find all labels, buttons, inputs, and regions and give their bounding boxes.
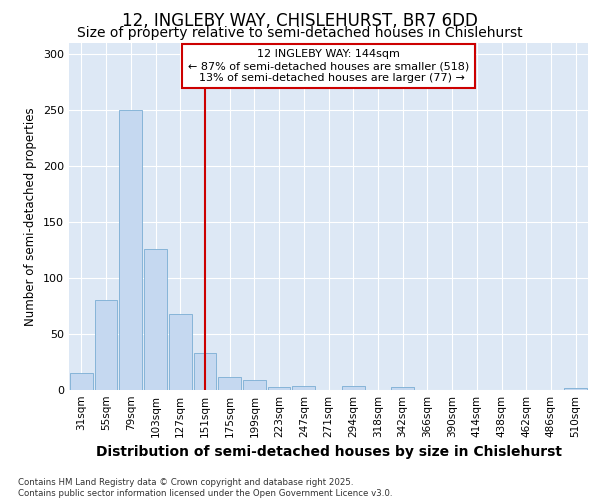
Bar bbox=[144, 249, 167, 390]
Bar bbox=[292, 386, 315, 390]
Bar bbox=[342, 386, 365, 390]
Bar bbox=[391, 386, 414, 390]
Text: 12, INGLEBY WAY, CHISLEHURST, BR7 6DD: 12, INGLEBY WAY, CHISLEHURST, BR7 6DD bbox=[122, 12, 478, 30]
Bar bbox=[169, 314, 191, 390]
Bar bbox=[268, 386, 290, 390]
Bar bbox=[218, 376, 241, 390]
Bar bbox=[564, 388, 587, 390]
Text: Size of property relative to semi-detached houses in Chislehurst: Size of property relative to semi-detach… bbox=[77, 26, 523, 40]
Bar bbox=[119, 110, 142, 390]
Bar bbox=[243, 380, 266, 390]
Bar bbox=[70, 373, 93, 390]
Text: 12 INGLEBY WAY: 144sqm
← 87% of semi-detached houses are smaller (518)
  13% of : 12 INGLEBY WAY: 144sqm ← 87% of semi-det… bbox=[188, 50, 469, 82]
X-axis label: Distribution of semi-detached houses by size in Chislehurst: Distribution of semi-detached houses by … bbox=[95, 446, 562, 460]
Bar bbox=[194, 353, 216, 390]
Bar bbox=[95, 300, 118, 390]
Text: Contains HM Land Registry data © Crown copyright and database right 2025.
Contai: Contains HM Land Registry data © Crown c… bbox=[18, 478, 392, 498]
Y-axis label: Number of semi-detached properties: Number of semi-detached properties bbox=[25, 107, 37, 326]
